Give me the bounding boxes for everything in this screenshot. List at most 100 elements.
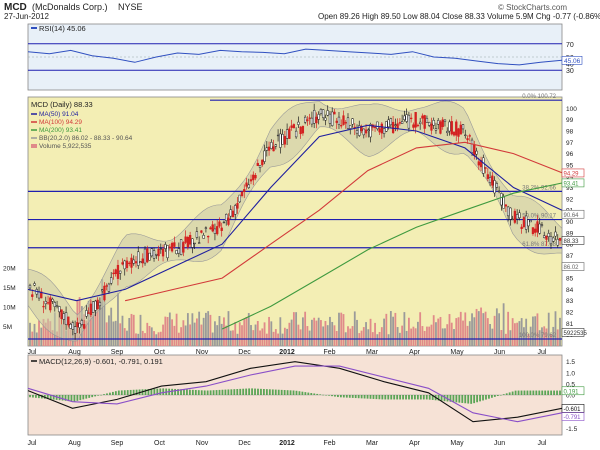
price-candle-body [434,128,438,131]
volume-bar [146,322,149,346]
price-candle-body [459,124,462,135]
volume-bar [459,311,462,346]
price-candle-body [243,189,246,193]
macd-histogram-bar [375,395,378,400]
macd-histogram-bar [236,389,239,395]
volume-bar [256,320,259,346]
volume-bar [92,307,95,346]
price-candle-body [249,179,253,182]
x-axis-label-lower: Oct [154,440,165,447]
price-tick-label: 93 [566,185,574,192]
volume-bar [241,325,243,346]
macd-histogram-bar [544,390,547,395]
macd-histogram-bar [310,393,313,395]
price-candle-body [552,237,555,242]
volume-bar [349,328,352,346]
company-label: (McDonalds Corp.) [32,2,108,12]
volume-bar [119,323,122,346]
price-candle-body [78,323,81,328]
macd-histogram-bar [547,390,550,395]
macd-histogram-bar [289,390,292,395]
macd-histogram-bar [479,395,481,402]
macd-histogram-bar [408,395,410,400]
macd-histogram-bar [345,395,348,398]
volume-bar [513,323,516,346]
macd-histogram-bar [103,394,105,395]
price-candle-body [412,124,415,128]
macd-histogram-bar [144,389,147,395]
rsi-tick-label: 70 [566,42,574,49]
price-candle-body [369,124,372,138]
price-candle-body [202,235,205,239]
price-candle-body [103,285,106,301]
price-candle-body [220,227,223,231]
macd-histogram-bar [126,390,129,395]
fib-label: 0.0% 100.72 [522,94,556,100]
volume-bar [168,312,171,346]
macd-histogram-bar [70,395,73,402]
price-candle-body [558,237,562,241]
macd-histogram-bar [37,395,40,399]
volume-bar [254,324,257,346]
fib-label: 38.2% 92.66 [522,185,556,191]
price-candle-body [362,128,365,136]
x-axis-label-lower: Mar [366,440,379,447]
price-candle-body [123,260,126,270]
volume-bar [320,320,322,346]
macd-histogram-bar [416,395,419,400]
volume-bar [326,325,329,346]
price-candle-body [82,324,86,329]
volume-bar [44,322,47,346]
volume-bar [225,325,228,346]
macd-histogram-bar [517,390,520,395]
price-candle-body [152,250,156,259]
price-candle-body [67,316,70,326]
price-candle-body [511,218,514,221]
price-candle-body [94,300,97,311]
macd-tick-label: -1.5 [566,426,578,433]
volume-bar [265,333,268,346]
volume-bar [559,317,561,346]
macd-histogram-bar [342,395,345,398]
price-tick-label: 83 [566,298,574,305]
price-candle-body [328,113,332,124]
macd-histogram-bar [183,389,185,395]
macd-histogram-bar [73,395,76,402]
macd-histogram-bar [440,395,443,401]
rsi-tick-label: 30 [566,68,574,75]
volume-bar [387,334,390,346]
volume-bar [281,333,284,346]
x-axis-label-upper: Apr [409,349,421,356]
price-candle-body [256,162,259,166]
price-candle-body [378,128,381,133]
macd-histogram-bar [292,390,295,395]
price-candle-body [119,270,122,274]
volume-bar [164,316,167,346]
legend-ma200: MA(200) 93.41 [39,127,82,134]
volume-bar [353,311,356,346]
macd-histogram-bar [366,395,369,399]
macd-histogram-bar [464,395,467,404]
price-candle-body [520,226,523,230]
macd-histogram-bar [46,395,49,400]
macd-histogram-bar [61,395,64,401]
price-candle-body [168,246,171,249]
legend-main: MCD (Daily) 88.33 [31,100,93,109]
macd-histogram-bar [52,395,55,400]
price-candle-body [283,136,287,145]
price-tick-label: 88 [566,242,574,249]
volume-bar [331,321,334,346]
macd-histogram-bar [177,389,179,395]
price-candle-body [267,146,271,151]
price-candle-body [556,238,559,246]
volume-bar [450,322,453,346]
price-candle-body [432,120,435,126]
x-axis-label-lower: Nov [196,440,209,447]
volume-bar [365,322,367,346]
price-candle-body [486,174,489,179]
macd-histogram-bar [239,388,242,395]
macd-histogram-bar [100,394,102,396]
volume-bar [220,323,223,346]
price-candle-body [200,230,203,233]
